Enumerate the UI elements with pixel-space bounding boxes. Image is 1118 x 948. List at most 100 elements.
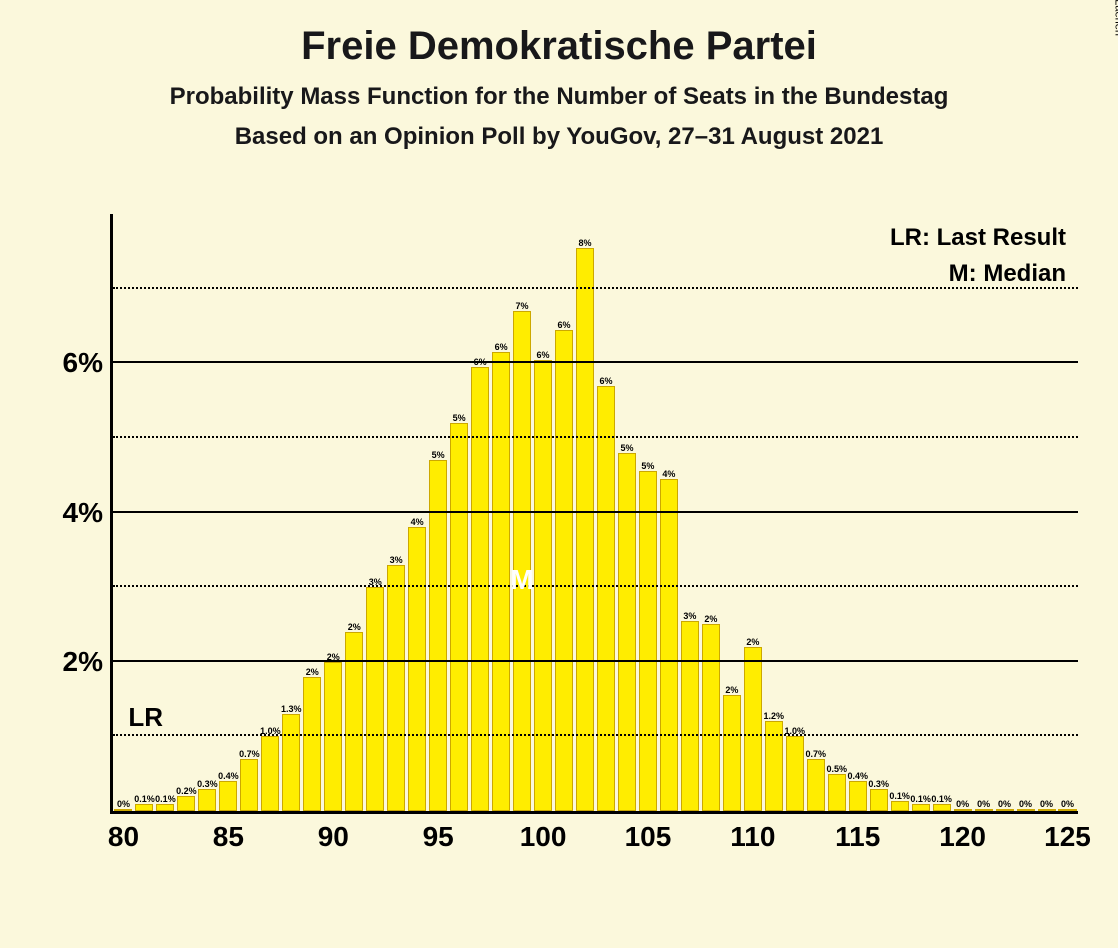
chart-area: LR: Last Result M: Median 0%0.1%0.1%0.2%… [60,214,1078,874]
bar-value-label: 0.1% [910,794,931,805]
bar-value-label: 0.1% [931,794,952,805]
bar: 0% [1017,809,1035,811]
chart-subtitle-1: Probability Mass Function for the Number… [0,83,1118,111]
bar: 3% [681,621,699,811]
bar: 1.3% [282,714,300,811]
x-tick-label: 95 [423,811,454,853]
grid-major [113,660,1078,662]
bar-value-label: 4% [411,517,424,528]
grid-major [113,511,1078,513]
x-tick-label: 110 [730,811,775,853]
copyright-text: © 2021 Filip van Laenen [1112,0,1118,36]
bar: 6% [555,330,573,811]
bar: 3% [366,587,384,811]
bar: 0.3% [870,789,888,811]
bar-value-label: 0.7% [239,749,260,760]
x-tick-label: 115 [835,811,880,853]
bar-value-label: 6% [495,342,508,353]
bar: 0.1% [156,804,174,811]
bar: 0.5% [828,774,846,811]
bar-value-label: 0.5% [826,764,847,775]
bar: 3% [387,565,405,811]
lr-marker: LR [128,702,163,733]
bar: 0.4% [219,781,237,811]
grid-minor [113,585,1078,587]
y-tick-label: 2% [63,646,113,678]
bar: 2% [744,647,762,811]
bar: 4% [660,479,678,811]
bar: 0.1% [933,804,951,811]
bar: 5% [618,453,636,811]
bar-value-label: 6% [558,320,571,331]
bar: 5% [639,471,657,811]
bar-value-label: 0% [977,799,990,810]
bars-container: 0%0.1%0.1%0.2%0.3%0.4%0.7%1.0%1.3%2%2%2%… [113,214,1078,811]
bar-value-label: 1.2% [764,711,785,722]
x-tick-label: 80 [108,811,139,853]
y-tick-label: 6% [63,347,113,379]
bar: 0.3% [198,789,216,811]
bar-value-label: 1.3% [281,704,302,715]
bar-value-label: 0% [1019,799,1032,810]
x-tick-label: 100 [520,811,567,853]
bar-value-label: 0% [998,799,1011,810]
bar-value-label: 0.4% [218,771,239,782]
bar: 1.0% [786,736,804,811]
bar-value-label: 2% [306,667,319,678]
bar: 2% [702,624,720,811]
bar: 1.0% [261,736,279,811]
x-tick-label: 120 [939,811,986,853]
bar: 8% [576,248,594,811]
bar-value-label: 2% [725,685,738,696]
bar: 2% [723,695,741,811]
bar-value-label: 2% [704,614,717,625]
bar: 2% [324,662,342,811]
bar-value-label: 0.1% [134,794,155,805]
bar: 5% [429,460,447,811]
bar-value-label: 7% [516,301,529,312]
bar-value-label: 6% [599,376,612,387]
bar-value-label: 0% [1061,799,1074,810]
bar: 0.1% [912,804,930,811]
bar-value-label: 5% [641,461,654,472]
bar-value-label: 5% [620,443,633,454]
bar-value-label: 0% [117,799,130,810]
bar-value-label: 3% [390,555,403,566]
bar: 0.7% [807,759,825,811]
bar-value-label: 0.7% [806,749,827,760]
bar: 0.7% [240,759,258,811]
grid-minor [113,436,1078,438]
bar-value-label: 0.2% [176,786,197,797]
bar: 0.2% [177,796,195,811]
median-marker: M [510,564,533,596]
bar: 0% [996,809,1014,811]
bar: 0.1% [135,804,153,811]
bar-value-label: 0.4% [847,771,868,782]
bar: 5% [450,423,468,811]
bar-value-label: 5% [432,450,445,461]
x-tick-label: 90 [318,811,349,853]
bar-value-label: 8% [578,238,591,249]
bar-value-label: 2% [746,637,759,648]
bar-value-label: 0.1% [155,794,176,805]
bar-value-label: 6% [537,350,550,361]
bar: 4% [408,527,426,811]
chart-subtitle-2: Based on an Opinion Poll by YouGov, 27–3… [0,123,1118,151]
bar: 0.4% [849,781,867,811]
bar-value-label: 0.3% [868,779,889,790]
bar: 6% [492,352,510,811]
plot-region: LR: Last Result M: Median 0%0.1%0.1%0.2%… [110,214,1078,814]
bar: 6% [471,367,489,811]
x-tick-label: 125 [1044,811,1091,853]
bar-value-label: 0% [1040,799,1053,810]
bar: 2% [303,677,321,811]
bar-value-label: 2% [348,622,361,633]
bar: 0.1% [891,801,909,811]
grid-minor [113,734,1078,736]
bar-value-label: 5% [453,413,466,424]
bar-value-label: 3% [683,611,696,622]
bar-value-label: 0.1% [889,791,910,802]
bar-value-label: 4% [662,469,675,480]
bar: 6% [597,386,615,811]
bar-value-label: 0% [956,799,969,810]
